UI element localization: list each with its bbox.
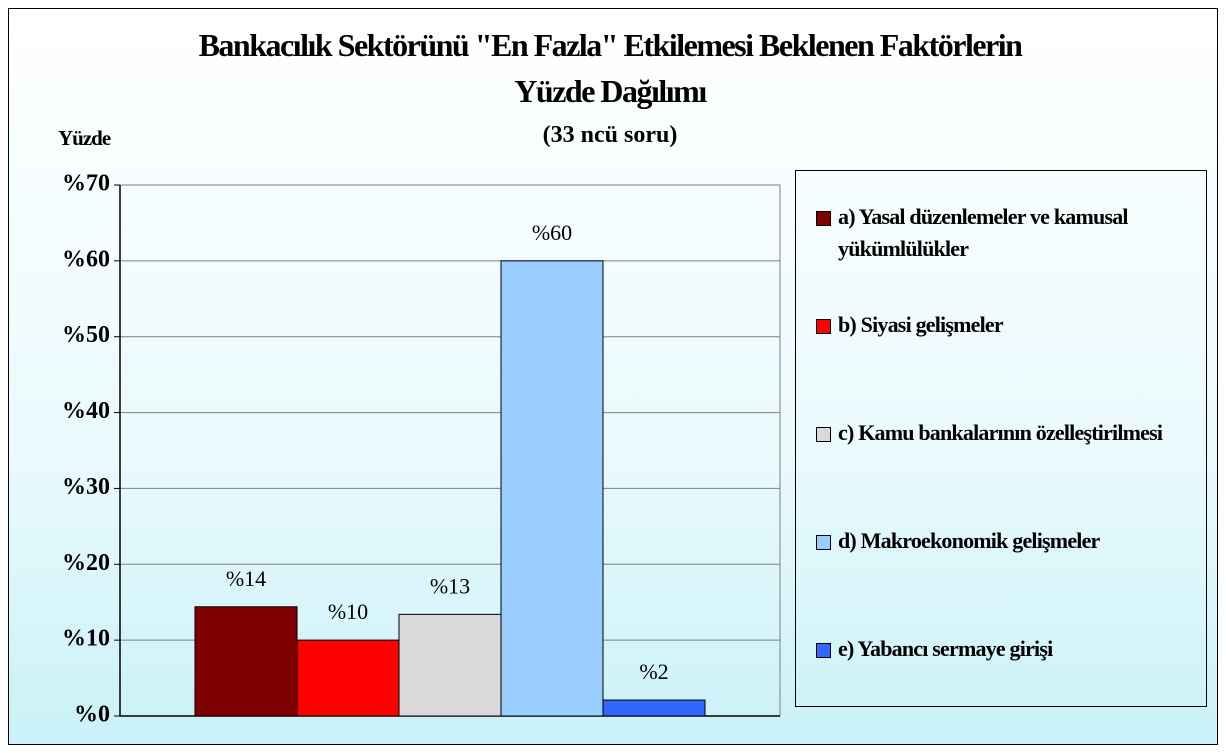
y-tick-label: %70 xyxy=(62,171,110,197)
legend-label: e) Yabancı sermaye girişi xyxy=(838,636,1053,661)
legend-item: e) Yabancı sermaye girişi xyxy=(816,633,1218,665)
legend-swatch xyxy=(816,535,831,550)
chart-title: Bankacılık Sektörünü "En Fazla" Etkileme… xyxy=(198,27,1023,109)
data-label: %10 xyxy=(328,599,368,624)
legend-swatch xyxy=(816,643,831,658)
data-label: %60 xyxy=(532,220,572,245)
bar xyxy=(194,606,298,717)
chart-subtitle: (33 ncü soru) xyxy=(542,122,678,148)
legend-label: c) Kamu bankalarının özelleştirilmesi xyxy=(838,420,1163,445)
bar xyxy=(500,260,604,717)
legend-item: d) Makroekonomik gelişmeler xyxy=(816,525,1218,557)
legend-label: a) Yasal düzenlemeler ve kamusal yükümlü… xyxy=(838,204,1129,261)
y-tick-label: %30 xyxy=(62,474,110,500)
legend-swatch xyxy=(816,319,831,334)
bar xyxy=(602,699,706,717)
bar xyxy=(296,639,400,717)
legend-label: b) Siyasi gelişmeler xyxy=(838,312,1004,337)
legend-swatch xyxy=(816,211,831,226)
legend-item: a) Yasal düzenlemeler ve kamusal yükümlü… xyxy=(816,201,1218,265)
bar xyxy=(398,613,502,717)
legend: a) Yasal düzenlemeler ve kamusal yükümlü… xyxy=(795,170,1207,707)
y-tick-label: %50 xyxy=(62,322,110,348)
y-tick-label: %10 xyxy=(62,626,110,652)
data-label: %2 xyxy=(639,659,668,684)
data-label: %14 xyxy=(226,566,266,591)
y-tick-label: %0 xyxy=(74,702,110,728)
y-axis-label: Yüzde xyxy=(58,126,111,150)
y-tick-label: %40 xyxy=(62,398,110,424)
legend-swatch xyxy=(816,427,831,442)
legend-label: d) Makroekonomik gelişmeler xyxy=(838,528,1100,553)
data-label: %13 xyxy=(430,573,470,598)
legend-item: c) Kamu bankalarının özelleştirilmesi xyxy=(816,417,1218,449)
y-tick-label: %60 xyxy=(62,246,110,272)
legend-item: b) Siyasi gelişmeler xyxy=(816,309,1218,341)
y-tick-label: %20 xyxy=(62,550,110,576)
